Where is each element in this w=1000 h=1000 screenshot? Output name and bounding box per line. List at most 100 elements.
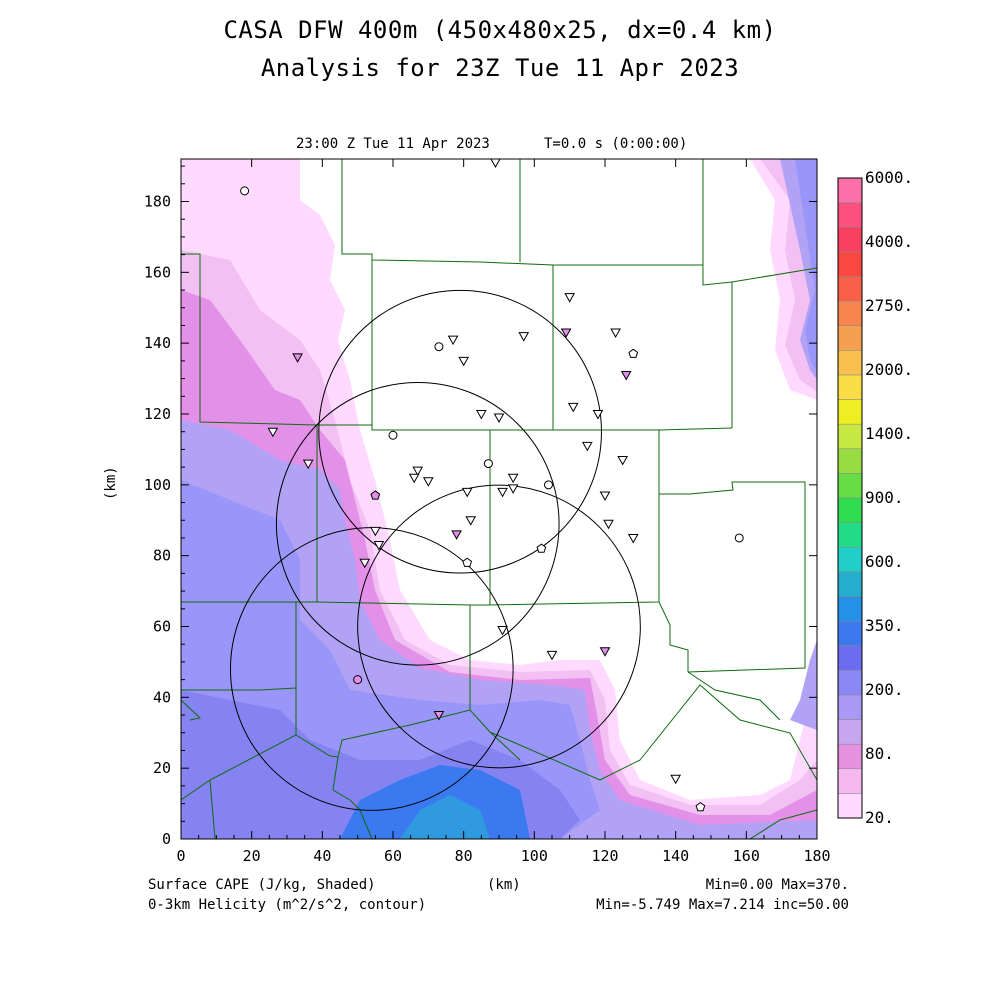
colorbar-swatch	[837, 226, 863, 253]
station-marker	[434, 342, 444, 352]
y-tick-label: 60	[153, 618, 171, 636]
colorbar-swatch	[837, 350, 863, 376]
colorbar-swatch	[837, 251, 863, 277]
station-marker	[458, 356, 470, 367]
colorbar-swatch	[837, 645, 863, 671]
station-marker	[564, 293, 576, 303]
footer-contour-range: Min=-5.749 Max=7.214 inc=50.00	[596, 897, 849, 913]
station-marker	[497, 487, 508, 498]
station-marker	[670, 774, 682, 785]
station-marker	[292, 353, 303, 363]
station-marker	[536, 543, 547, 553]
colorbar-swatch	[837, 571, 863, 597]
station-marker	[462, 557, 473, 567]
colorbar-swatch	[837, 276, 863, 302]
station-marker	[465, 516, 477, 526]
periwinkle-right-region	[795, 159, 817, 372]
footer-shaded-field: Surface CAPE (J/kg, Shaded)	[148, 877, 376, 893]
station-marker	[603, 519, 614, 530]
colorbar-swatch	[837, 325, 863, 351]
station-marker	[546, 650, 558, 661]
station-markers	[240, 159, 744, 812]
station-marker	[353, 675, 363, 685]
station-marker	[447, 335, 459, 346]
station-marker	[610, 328, 621, 339]
cape-shading	[181, 159, 817, 839]
station-marker	[483, 459, 493, 469]
station-marker	[518, 332, 530, 342]
station-marker	[388, 430, 398, 440]
station-marker	[734, 533, 744, 543]
y-tick-label: 20	[153, 759, 171, 777]
station-marker	[408, 473, 420, 484]
colorbar-swatch	[837, 177, 863, 203]
colorbar-swatch	[837, 694, 863, 720]
colorbar-swatch	[837, 793, 863, 819]
colorbar-label: 600.	[865, 552, 904, 571]
colorbar-swatch	[837, 448, 863, 474]
y-axis: 0 20 40 60 80 100 120 140 160 180	[144, 165, 817, 848]
colorbar-label: 350.	[865, 616, 904, 635]
station-marker	[507, 484, 519, 494]
colorbar-label: 900.	[865, 488, 904, 507]
colorbar-swatch	[837, 596, 863, 622]
station-marker	[302, 459, 314, 470]
colorbar-swatch	[837, 768, 863, 794]
colorbar-label: 200.	[865, 680, 904, 699]
colorbar-swatch	[837, 202, 863, 228]
valid-time-label: 23:00 Z Tue 11 Apr 2023	[296, 136, 490, 152]
x-axis-unit-label: (km)	[487, 877, 521, 893]
x-tick-label: 160	[733, 847, 760, 865]
x-tick-label: 60	[384, 847, 402, 865]
x-tick-label: 180	[803, 847, 830, 865]
colorbar-swatch	[837, 374, 863, 400]
y-tick-label: 140	[144, 334, 171, 352]
x-tick-label: 40	[313, 847, 331, 865]
station-marker	[370, 490, 381, 500]
county-boundaries	[181, 159, 817, 839]
y-tick-label: 0	[162, 830, 171, 848]
colorbar-swatch	[837, 743, 863, 770]
station-marker	[617, 456, 629, 466]
station-marker	[599, 647, 611, 657]
forecast-time-label: T=0.0 s (0:00:00)	[544, 136, 688, 152]
colorbar-swatch	[837, 423, 863, 450]
colorbar-label: 6000.	[865, 168, 913, 187]
footer-contour-field: 0-3km Helicity (m^2/s^2, contour)	[148, 897, 427, 913]
colorbar-label: 4000.	[865, 232, 913, 251]
chart-subtitle: Analysis for 23Z Tue 11 Apr 2023	[260, 54, 740, 82]
x-tick-label: 140	[662, 847, 689, 865]
station-marker	[433, 711, 445, 721]
y-tick-label: 40	[153, 688, 171, 706]
station-marker	[359, 558, 371, 569]
colorbar-label: 2000.	[865, 360, 913, 379]
colorbar-swatch	[837, 522, 863, 548]
radar-ring-1	[318, 289, 602, 574]
station-marker	[412, 466, 424, 477]
colorbar-label: 80.	[865, 744, 894, 763]
colorbar-swatch	[837, 473, 863, 499]
colorbar-swatch	[837, 399, 863, 425]
x-axis: 0 20 40 60 80 100 120 140 160 180	[176, 159, 831, 865]
station-marker	[599, 491, 611, 501]
colorbar-frame	[837, 177, 863, 819]
x-tick-label: 0	[176, 847, 185, 865]
station-marker	[567, 402, 579, 413]
station-marker	[592, 410, 604, 420]
station-marker	[475, 410, 487, 420]
colorbar-label: 1400.	[865, 424, 913, 443]
colorbar-swatch	[837, 670, 863, 696]
y-tick-label: 120	[144, 405, 171, 423]
station-marker	[493, 413, 505, 424]
station-marker	[543, 480, 553, 490]
y-tick-label: 100	[144, 476, 171, 494]
y-tick-label: 80	[153, 547, 171, 565]
station-marker	[369, 526, 381, 537]
y-tick-label: 180	[144, 193, 171, 211]
footer-shaded-range: Min=0.00 Max=370.	[705, 877, 849, 893]
chart-title: CASA DFW 400m (450x480x25, dx=0.4 km)	[223, 16, 777, 44]
x-tick-label: 20	[243, 847, 261, 865]
x-tick-label: 80	[455, 847, 473, 865]
colorbar-swatch	[837, 497, 863, 523]
colorbar-swatch	[837, 719, 863, 745]
